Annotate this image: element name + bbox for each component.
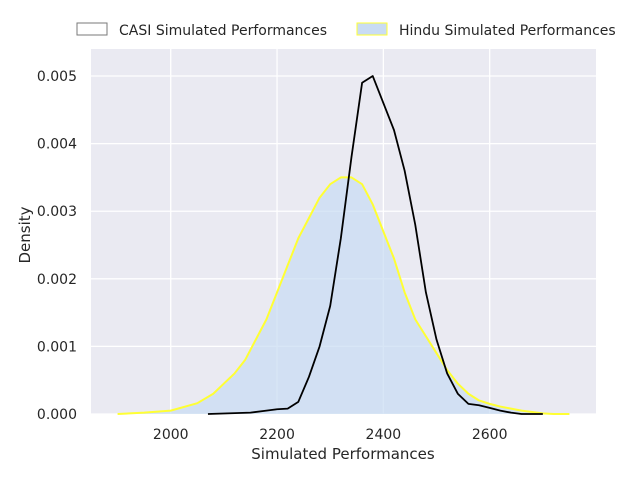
x-tick-labels: 2000 2200 2400 2600 <box>153 427 508 443</box>
hindu-density-area <box>117 177 570 414</box>
x-tick-label: 2200 <box>259 427 295 443</box>
y-tick-label: 0.001 <box>37 339 77 355</box>
hindu-density-line <box>117 176 570 415</box>
x-tick-label: 2000 <box>153 427 189 443</box>
y-tick-label: 0.002 <box>37 272 77 288</box>
x-tick-label: 2600 <box>472 427 508 443</box>
legend-label-hindu: Hindu Simulated Performances <box>399 23 616 39</box>
legend-label-casi: CASI Simulated Performances <box>119 23 327 39</box>
legend-swatch-hindu <box>356 22 388 36</box>
y-tick-labels: 0.000 0.001 0.002 0.003 0.004 0.005 <box>37 69 77 423</box>
legend-swatch-casi <box>76 22 108 36</box>
x-tick-label: 2400 <box>366 427 402 443</box>
y-tick-label: 0.005 <box>37 69 77 85</box>
x-axis-label: Simulated Performances <box>251 445 435 463</box>
y-axis-label: Density <box>16 206 34 263</box>
y-tick-label: 0.004 <box>37 137 77 153</box>
legend: CASI Simulated Performances Hindu Simula… <box>76 22 616 39</box>
y-tick-label: 0.000 <box>37 407 77 423</box>
y-tick-label: 0.003 <box>37 204 77 220</box>
series-layer <box>117 75 570 415</box>
casi-density-line <box>207 75 543 415</box>
